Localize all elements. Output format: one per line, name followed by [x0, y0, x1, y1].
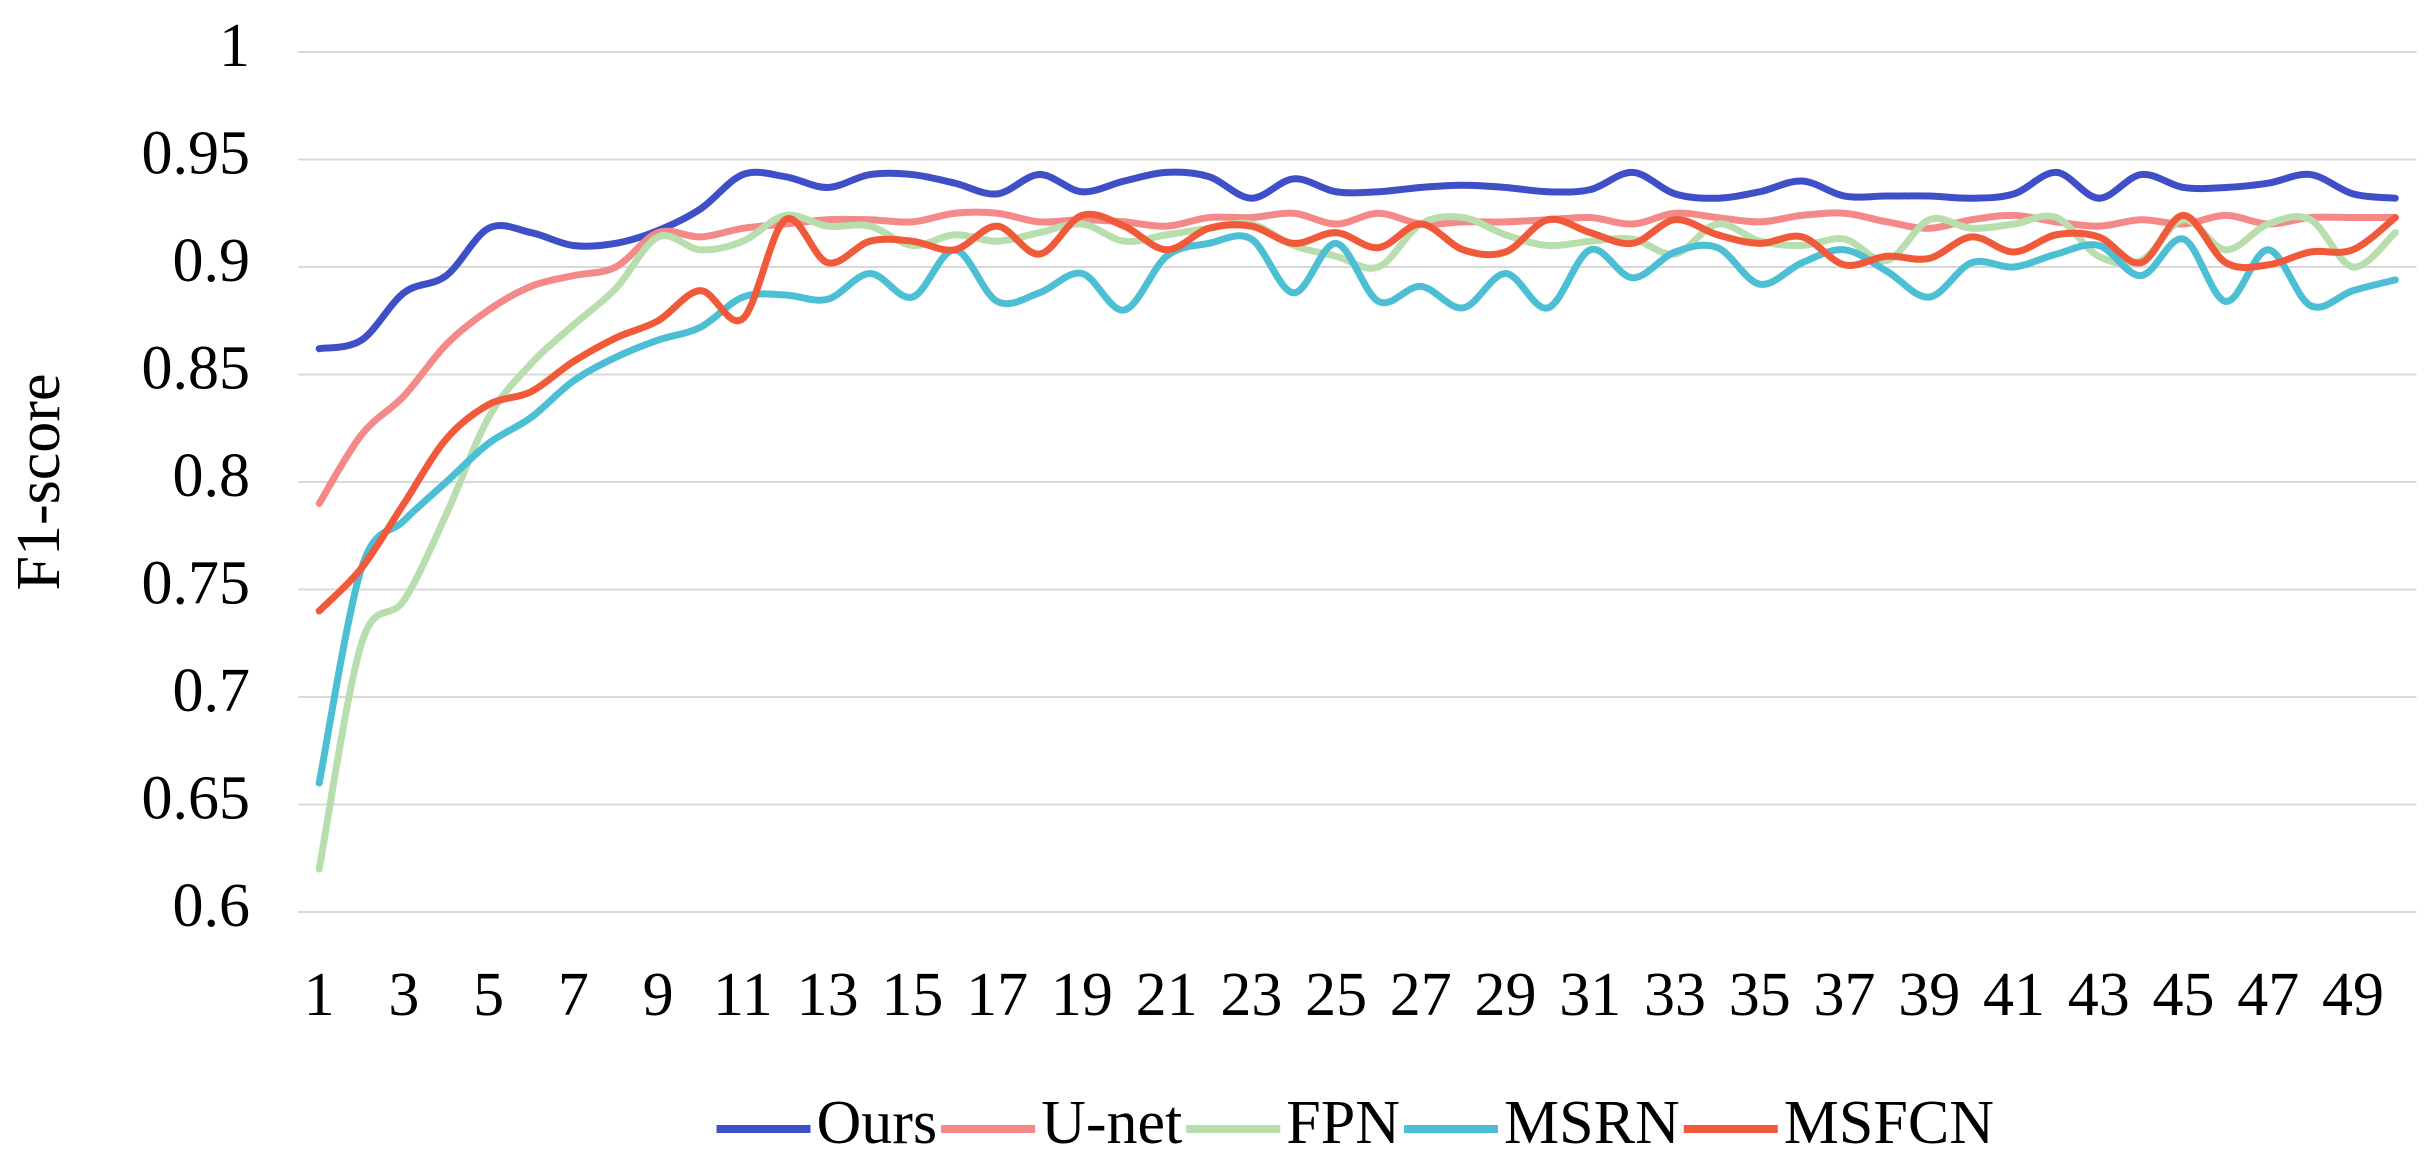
x-tick-label: 31 [1559, 961, 1621, 1029]
y-tick-label: 0.7 [173, 657, 251, 725]
legend-label: MSRN [1504, 1089, 1680, 1157]
x-tick-label: 33 [1644, 961, 1706, 1029]
y-tick-label: 0.8 [173, 442, 251, 510]
y-tick-label: 0.95 [142, 120, 251, 188]
legend-label: U-net [1041, 1089, 1182, 1157]
x-tick-label: 39 [1898, 961, 1960, 1029]
series-line [315, 232, 2399, 787]
y-axis-label: F1-score [5, 374, 73, 591]
series-line [315, 211, 2399, 873]
x-tick-label: 37 [1814, 961, 1876, 1029]
legend-label: Ours [817, 1089, 938, 1157]
legend: Ours U-net FPN MSRN MSFCN [716, 1089, 1994, 1157]
x-tick-label: 17 [966, 961, 1028, 1029]
legend-label: FPN [1286, 1089, 1400, 1157]
x-tick-label: 5 [473, 961, 504, 1029]
x-tick-label: 11 [713, 961, 773, 1029]
y-tick-label: 0.65 [142, 765, 251, 833]
x-tick-label: 23 [1220, 961, 1282, 1029]
x-tick-label: 27 [1390, 961, 1452, 1029]
x-tick-label: 47 [2237, 961, 2299, 1029]
x-tick-label: 29 [1475, 961, 1537, 1029]
y-tick-label: 0.85 [142, 335, 251, 403]
x-tick-label: 15 [881, 961, 943, 1029]
x-tick-label: 19 [1051, 961, 1113, 1029]
y-tick-label: 0.75 [142, 550, 251, 618]
x-tick-label: 21 [1136, 961, 1198, 1029]
y-tick-label: 1 [219, 12, 250, 80]
x-tick-label: 41 [1983, 961, 2045, 1029]
x-tick-label: 7 [558, 961, 589, 1029]
x-tick-label: 13 [797, 961, 859, 1029]
y-tick-label: 0.9 [173, 227, 251, 295]
x-tick-label: 25 [1305, 961, 1367, 1029]
legend-label: MSFCN [1784, 1089, 1994, 1157]
x-tick-label: 35 [1729, 961, 1791, 1029]
x-tick-label: 45 [2152, 961, 2214, 1029]
x-tick-label: 1 [304, 961, 335, 1029]
x-tick-label: 3 [388, 961, 419, 1029]
series-line [315, 168, 2399, 353]
y-tick-label: 0.6 [173, 872, 251, 940]
series-line [315, 210, 2399, 615]
x-tick-label: 9 [643, 961, 674, 1029]
x-tick-label: 43 [2068, 961, 2130, 1029]
series-line [315, 208, 2399, 507]
x-tick-label: 49 [2322, 961, 2384, 1029]
